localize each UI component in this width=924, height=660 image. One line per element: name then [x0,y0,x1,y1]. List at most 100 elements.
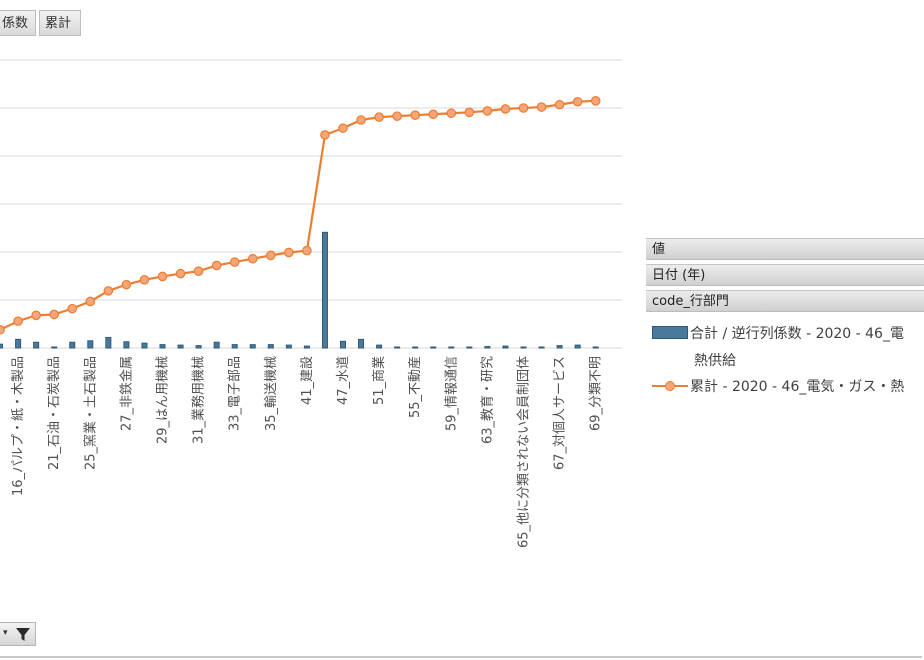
line-point [428,109,439,120]
bar [538,346,545,349]
bar [520,346,527,349]
line-point [85,296,96,307]
bar [412,346,419,349]
bar [303,345,310,349]
bar-swatch-icon [652,326,688,339]
line-point [139,275,150,285]
line-point [0,324,5,335]
bar [33,341,40,349]
x-tick-label: 31_業務用機械 [191,356,207,444]
line-point [31,310,41,321]
bar [249,344,256,349]
legend-line-label: 累計 - 2020 - 46_電気・ガス・熱 [690,379,905,395]
bar [69,341,76,349]
line-point [193,266,204,276]
bar [105,336,112,349]
line-point [356,115,366,125]
bar [213,341,220,349]
x-tick-label: 29_はん用機械 [156,356,171,444]
line-point [392,111,402,121]
x-tick-label: 47_水道 [336,356,351,405]
x-axis-labels: 11_飲食料品16_パルプ・紙・木製品21_石油・石炭製品25_窯業・土石製品2… [11,356,604,548]
line-point [482,106,493,116]
line-point [302,245,312,256]
bar [556,345,563,349]
line-swatch-icon [652,380,688,392]
line-point [338,123,348,133]
line-point [121,279,132,290]
line-point [211,260,222,271]
line-point [590,96,601,106]
line-point [13,316,23,326]
line-point [446,108,457,119]
line-point [518,103,529,113]
cumulative-field-button[interactable]: 累計 [39,10,81,36]
bar [195,345,202,349]
legend-bar-label: 合計 / 逆行列係数 - 2020 - 46_電 [690,326,904,342]
chevron-down-icon: ▾ [3,628,8,638]
x-tick-label: 59_情報通信 [444,356,459,431]
line-point [464,107,475,118]
legend-bar-entry[interactable]: 合計 / 逆行列係数 - 2020 - 46_電 [652,323,904,343]
x-tick-label: 25_窯業・土石製品 [82,356,98,470]
x-tick-label: 33_電子部品 [228,356,243,431]
filter-icon [16,628,30,641]
line-point [175,268,186,279]
x-tick-label: 55_不動産 [407,356,423,418]
line-point [536,102,547,112]
x-tick-label: 51_商業 [371,356,387,405]
bar [141,342,148,349]
bar-series [0,231,599,349]
x-tick-label: 41_建設 [299,356,315,405]
gridlines [0,59,622,349]
code-sector-field-button[interactable]: code_行部門 [646,290,924,312]
line-point [103,286,114,296]
bar [15,338,22,349]
line-point [49,309,59,320]
line-point [67,303,78,314]
bar [267,344,274,349]
x-tick-label: 21_石油・石炭製品 [47,356,62,470]
date-year-field-button[interactable]: 日付 (年) [646,264,924,286]
line-point [320,130,330,140]
legend-line-entry[interactable]: 累計 - 2020 - 46_電気・ガス・熱 [652,376,904,396]
values-field-button[interactable]: 値 [646,238,924,260]
x-tick-label: 69_分類不明 [589,356,604,431]
bar [592,346,599,349]
coefficient-field-button[interactable]: 係数 [0,10,36,36]
bar [321,231,328,349]
bar [87,340,94,349]
line-point [284,247,294,258]
line-point [572,96,583,107]
bar [123,341,130,349]
bar [484,346,491,349]
bar [466,346,473,349]
line-point [265,250,276,261]
bar [376,344,383,349]
bar [574,344,581,349]
bar [430,346,437,349]
x-tick-label: 67_対個人サービス [553,356,568,470]
bar [394,346,401,349]
bar [448,346,455,349]
bar [51,346,58,349]
x-tick-label: 35_輸送機械 [264,356,279,431]
x-tick-label: 27_非鉄金属 [118,356,134,431]
bar [0,343,4,349]
line-series [0,96,601,335]
line-point [247,253,258,264]
bar [159,344,166,349]
bar [358,338,365,349]
line-point [157,271,168,282]
bar [177,344,184,349]
line-point [554,99,565,110]
line-point [410,110,420,120]
line-point [374,112,384,122]
filter-dropdown-button[interactable]: ▾ [0,622,36,646]
bar [340,340,346,349]
bar [502,345,509,349]
x-tick-label: 63_教育・研究 [479,356,495,444]
x-tick-label: 16_パルプ・紙・木製品 [11,356,26,496]
